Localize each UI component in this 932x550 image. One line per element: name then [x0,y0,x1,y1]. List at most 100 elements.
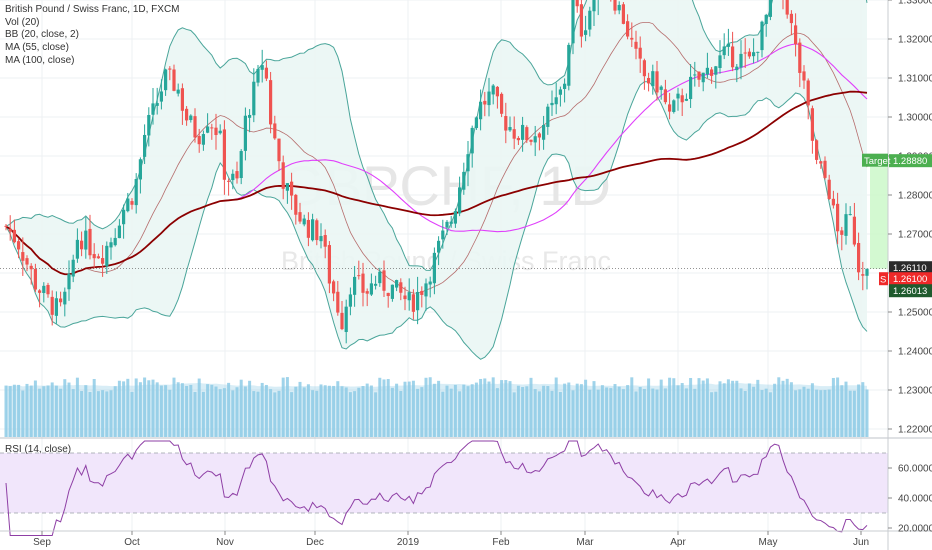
target-zone-fill [870,160,888,269]
volume-bar-47 [201,391,205,437]
candle-body-127 [537,133,541,138]
candle-body-36 [155,103,159,106]
volume-bar-201 [848,390,852,437]
candle-body-2 [12,229,16,243]
volume-bar-90 [382,379,386,437]
volume-bar-130 [550,390,554,437]
target-label-bg [862,153,888,167]
legend-ma100: MA (100, close) [5,55,74,66]
volume-bar-45 [193,391,197,437]
volume-bar-110 [466,386,470,437]
candle-body-93 [395,280,399,288]
volume-bar-31 [134,378,138,437]
volume-bar-160 [676,385,680,437]
candle-body-107 [453,211,457,224]
volume-bar-26 [113,386,117,437]
candle-body-180 [760,21,764,51]
candle-body-119 [504,116,508,131]
candle-body-145 [613,0,617,11]
volume-bar-68 [290,392,294,437]
candle-body-15 [67,273,71,290]
candle-body-198 [836,203,840,232]
time-tick-label-4: 2019 [397,537,420,548]
candle-body-59 [252,81,256,116]
candle-body-176 [743,52,747,54]
volume-bar-18 [80,391,84,437]
volume-bar-84 [357,387,361,437]
volume-bar-28 [122,381,126,437]
volume-bar-61 [260,382,264,437]
volume-bar-6 [29,385,33,437]
candle-body-34 [147,114,151,136]
volume-bar-146 [617,386,621,437]
candle-body-60 [256,68,260,83]
candle-body-67 [285,183,289,191]
volume-bar-72 [306,384,310,437]
volume-bar-138 [584,379,588,437]
candle-body-170 [718,55,722,69]
candle-body-87 [369,283,373,295]
stop-label-bg [879,272,888,286]
candle-body-159 [672,100,676,112]
legend-ma55: MA (55, close) [5,42,69,53]
price-tick-label-5: 1.30000 [898,113,932,124]
volume-bar-122 [516,385,520,437]
candle-body-158 [668,104,672,112]
candle-body-57 [243,115,247,151]
volume-bar-48 [206,384,210,437]
candle-body-73 [311,219,315,241]
volume-bar-131 [554,377,558,437]
candle-body-18 [80,240,84,250]
candle-body-195 [823,160,827,178]
volume-bar-192 [810,383,814,437]
volume-bar-2 [12,384,16,437]
candle-body-66 [281,162,285,189]
candle-body-165 [697,71,701,80]
volume-bar-79 [336,381,340,437]
candle-body-179 [756,51,760,53]
candle-body-124 [525,127,529,141]
volume-bar-175 [739,388,743,437]
candle-body-190 [802,71,806,81]
candle-body-3 [17,241,21,250]
volume-bar-69 [294,386,298,437]
volume-bar-49 [210,384,214,437]
candle-body-155 [655,71,659,93]
candle-body-96 [407,292,411,301]
candle-body-88 [374,283,378,286]
volume-bar-190 [802,386,806,437]
volume-bar-38 [164,385,168,437]
candle-body-45 [193,116,197,138]
current-price-tag-bg [889,261,932,275]
candle-body-152 [642,60,646,77]
candle-body-42 [180,88,184,111]
candle-body-205 [865,268,869,276]
candle-body-68 [290,181,294,196]
bid-price-tag-bg [889,284,932,298]
volume-bar-43 [185,385,189,437]
volume-bar-25 [109,390,113,437]
volume-bar-151 [638,387,642,437]
candle-body-147 [621,4,625,24]
candle-body-196 [827,179,831,199]
candle-body-187 [789,13,793,24]
volume-bar-98 [416,388,420,437]
rsi-tick-label-2: 20.0000 [898,524,932,535]
candle-body-47 [201,134,205,145]
volume-bar-20 [88,392,92,437]
candle-body-71 [302,218,306,225]
volume-bar-27 [117,380,121,437]
volume-bar-125 [529,377,533,437]
candle-body-181 [764,14,768,24]
candle-body-25 [109,242,113,248]
candle-body-82 [348,294,352,307]
volume-bar-100 [424,377,428,437]
volume-bar-102 [432,383,436,437]
time-tick-label-3: Dec [306,537,324,548]
candle-body-175 [739,53,743,68]
candle-body-167 [705,67,709,75]
time-tick-label-6: Mar [576,537,594,548]
candlesticks [4,0,869,344]
bb-fill [6,0,867,360]
volume-bar-202 [852,390,856,437]
